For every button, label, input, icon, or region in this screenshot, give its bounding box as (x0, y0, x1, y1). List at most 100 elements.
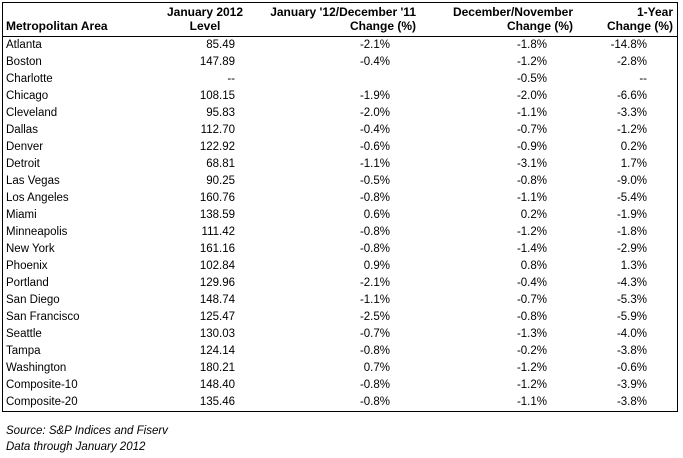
cell-monthly-change: -0.6% (359, 141, 390, 153)
cell-yearly-change: -4.3% (616, 277, 647, 289)
cell-monthly-change: 0.9% (363, 260, 390, 272)
cell-yearly-change: -1.9% (616, 209, 647, 221)
table-row: New York 161.16 -0.8% -1.4% -2.9% (3, 241, 677, 258)
cell-level: 102.84 (199, 260, 235, 272)
cell-metropolitan-area: Composite-20 (6, 396, 78, 408)
cell-metropolitan-area: Chicago (6, 90, 49, 102)
cell-yearly-change: -5.4% (616, 192, 647, 204)
cell-level: 130.03 (199, 328, 235, 340)
cell-monthly-change: -0.4% (359, 124, 390, 136)
cell-yearly-change: 0.2% (620, 141, 647, 153)
cell-monthly-change: 0.7% (363, 362, 390, 374)
cell-monthly-change: -0.8% (359, 396, 390, 408)
cell-monthly-change: -0.5% (359, 175, 390, 187)
cell-metropolitan-area: Minneapolis (6, 226, 68, 238)
cell-yearly-change: -2.9% (616, 243, 647, 255)
cell-metropolitan-area: Washington (6, 362, 67, 374)
table-row: Washington 180.21 0.7% -1.2% -0.6% (3, 360, 677, 377)
cell-previous-change: -1.1% (516, 107, 547, 119)
cell-monthly-change: -0.8% (359, 243, 390, 255)
footnotes: Source: S&P Indices and Fiserv Data thro… (6, 423, 168, 455)
cell-monthly-change: -2.1% (359, 277, 390, 289)
cell-metropolitan-area: Seattle (6, 328, 42, 340)
cell-level: 95.83 (206, 107, 235, 119)
header-yearly-change: 1-Year Change (%) (587, 3, 677, 37)
cell-metropolitan-area: Phoenix (6, 260, 48, 272)
cell-yearly-change: -6.6% (616, 90, 647, 102)
cell-previous-change: -0.4% (516, 277, 547, 289)
cell-level: 68.81 (206, 158, 235, 170)
cell-previous-change: -1.2% (516, 56, 547, 68)
table-row: Atlanta 85.49 -2.1% -1.8% -14.8% (3, 37, 677, 55)
table-row: Los Angeles 160.76 -0.8% -1.1% -5.4% (3, 190, 677, 207)
cell-yearly-change: -2.8% (616, 56, 647, 68)
table-row: San Francisco 125.47 -2.5% -0.8% -5.9% (3, 309, 677, 326)
cell-yearly-change: -14.8% (610, 39, 647, 51)
cell-level: 135.46 (199, 396, 235, 408)
cell-metropolitan-area: Boston (6, 56, 42, 68)
cell-monthly-change: -1.9% (359, 90, 390, 102)
cell-metropolitan-area: San Diego (6, 294, 60, 306)
cell-yearly-change: -3.8% (616, 345, 647, 357)
header-mom-line1: January '12/December '11 (270, 5, 416, 19)
table-row: Composite-20 135.46 -0.8% -1.1% -3.8% (3, 394, 677, 411)
cell-previous-change: -0.9% (516, 141, 547, 153)
header-mom-line2: Change (%) (350, 19, 416, 33)
table-row: Composite-10 148.40 -0.8% -1.2% -3.9% (3, 377, 677, 394)
cell-level: 160.76 (199, 192, 235, 204)
cell-previous-change: -3.1% (516, 158, 547, 170)
table-row: Portland 129.96 -2.1% -0.4% -4.3% (3, 275, 677, 292)
cell-yearly-change: -5.9% (616, 311, 647, 323)
cell-monthly-change: -1.1% (359, 294, 390, 306)
table-row: Cleveland 95.83 -2.0% -1.1% -3.3% (3, 105, 677, 122)
cell-metropolitan-area: New York (6, 243, 55, 255)
header-prev-line1: December/November (452, 5, 573, 19)
header-level-line1: January 2012 (166, 5, 244, 19)
cell-yearly-change: 1.3% (620, 260, 647, 272)
cell-previous-change: -1.1% (516, 192, 547, 204)
source-note: Source: S&P Indices and Fiserv (6, 425, 168, 437)
data-table-frame: Metropolitan Area January 2012 Level Jan… (2, 2, 678, 412)
cell-level: 148.40 (199, 379, 235, 391)
cell-monthly-change: 0.6% (363, 209, 390, 221)
cell-level: 90.25 (206, 175, 235, 187)
table-row: San Diego 148.74 -1.1% -0.7% -5.3% (3, 292, 677, 309)
cell-metropolitan-area: Dallas (6, 124, 38, 136)
table-body: Atlanta 85.49 -2.1% -1.8% -14.8% Boston 147.89… (3, 37, 677, 412)
cell-previous-change: -1.3% (516, 328, 547, 340)
cell-monthly-change: -2.5% (359, 311, 390, 323)
cell-level: 180.21 (199, 362, 235, 374)
cell-previous-change: -1.2% (516, 226, 547, 238)
cell-yearly-change: -1.8% (616, 226, 647, 238)
table-row: Detroit 68.81 -1.1% -3.1% 1.7% (3, 156, 677, 173)
cell-metropolitan-area: Las Vegas (6, 175, 60, 187)
header-prev-line2: Change (%) (507, 19, 573, 33)
cell-metropolitan-area: Charlotte (6, 73, 53, 85)
table-row: Seattle 130.03 -0.7% -1.3% -4.0% (3, 326, 677, 343)
cell-monthly-change: -0.8% (359, 379, 390, 391)
cell-previous-change: 0.8% (520, 260, 547, 272)
cell-previous-change: -0.7% (516, 294, 547, 306)
cell-metropolitan-area: San Francisco (6, 311, 80, 323)
table-row: Phoenix 102.84 0.9% 0.8% 1.3% (3, 258, 677, 275)
header-level: January 2012 Level (147, 3, 263, 37)
cell-monthly-change: -0.8% (359, 345, 390, 357)
cell-metropolitan-area: Atlanta (6, 39, 42, 51)
table-row: Chicago 108.15 -1.9% -2.0% -6.6% (3, 88, 677, 105)
cell-level: 161.16 (199, 243, 235, 255)
cell-level: -- (227, 73, 235, 85)
home-price-table: Metropolitan Area January 2012 Level Jan… (3, 3, 677, 411)
cell-previous-change: -0.8% (516, 311, 547, 323)
cell-level: 148.74 (199, 294, 235, 306)
table-row: Denver 122.92 -0.6% -0.9% 0.2% (3, 139, 677, 156)
cell-yearly-change: -3.3% (616, 107, 647, 119)
cell-monthly-change: -0.4% (359, 56, 390, 68)
table-row: Dallas 112.70 -0.4% -0.7% -1.2% (3, 122, 677, 139)
cell-yearly-change: -5.3% (616, 294, 647, 306)
cell-metropolitan-area: Portland (6, 277, 49, 289)
cell-metropolitan-area: Los Angeles (6, 192, 69, 204)
cell-metropolitan-area: Composite-10 (6, 379, 78, 391)
cell-level: 129.96 (199, 277, 235, 289)
cell-yearly-change: -4.0% (616, 328, 647, 340)
cell-metropolitan-area: Cleveland (6, 107, 58, 119)
